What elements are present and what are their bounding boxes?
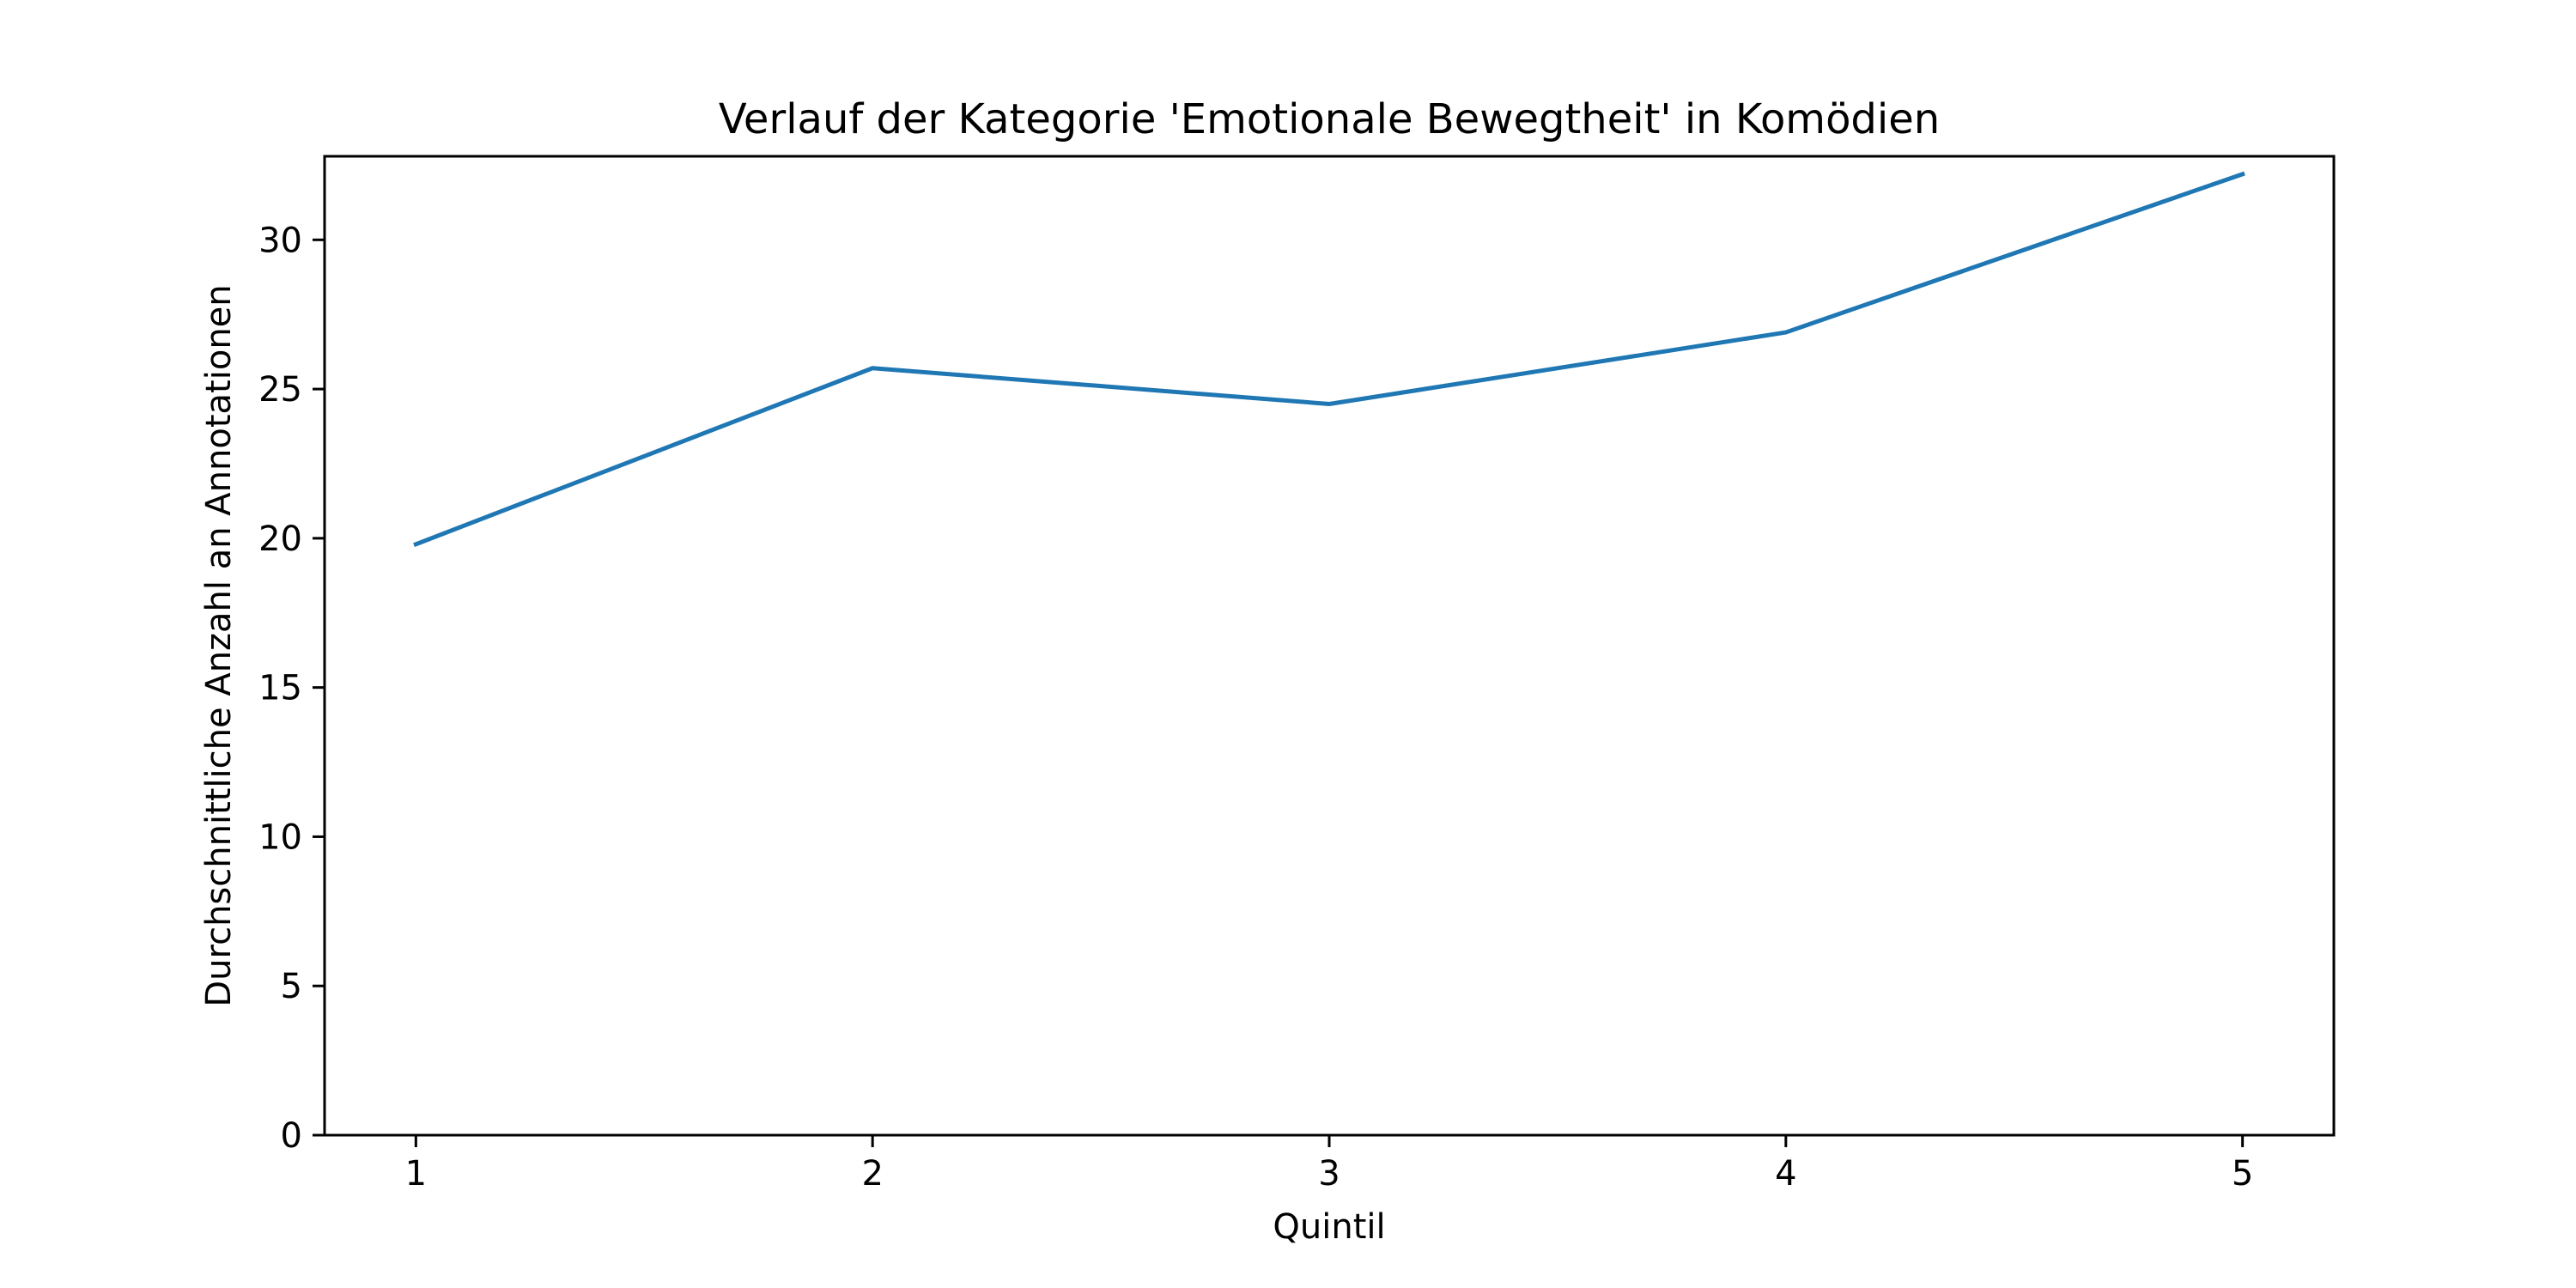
- series-layer: [413, 171, 2245, 548]
- plot-area-frame: [323, 155, 2336, 1137]
- y-tick-label: 0: [281, 1116, 302, 1156]
- y-tick-label: 15: [258, 669, 302, 708]
- x-tick-label: 5: [2232, 1154, 2253, 1194]
- y-axis-label: Durchschnittliche Anzahl an Annotationen: [199, 284, 239, 1006]
- x-axis-label: Quintil: [1273, 1207, 1385, 1247]
- x-tick-label: 1: [405, 1154, 427, 1194]
- y-tick-label: 20: [258, 519, 302, 559]
- x-tick-label: 3: [1318, 1154, 1340, 1194]
- x-tick-label: 2: [861, 1154, 883, 1194]
- x-tick-label: 4: [1775, 1154, 1796, 1194]
- y-tick-label: 10: [258, 817, 302, 857]
- y-tick-label: 30: [258, 221, 302, 260]
- y-axis-ticks: 0 5 10 15 20 25 30: [258, 221, 325, 1156]
- chart-title: Verlauf der Kategorie 'Emotionale Bewegt…: [719, 95, 1940, 143]
- y-tick-label: 5: [281, 967, 302, 1006]
- x-axis-ticks: 1 2 3 4 5: [405, 1135, 2253, 1194]
- series-line: [413, 171, 2245, 548]
- y-tick-label: 25: [258, 370, 302, 410]
